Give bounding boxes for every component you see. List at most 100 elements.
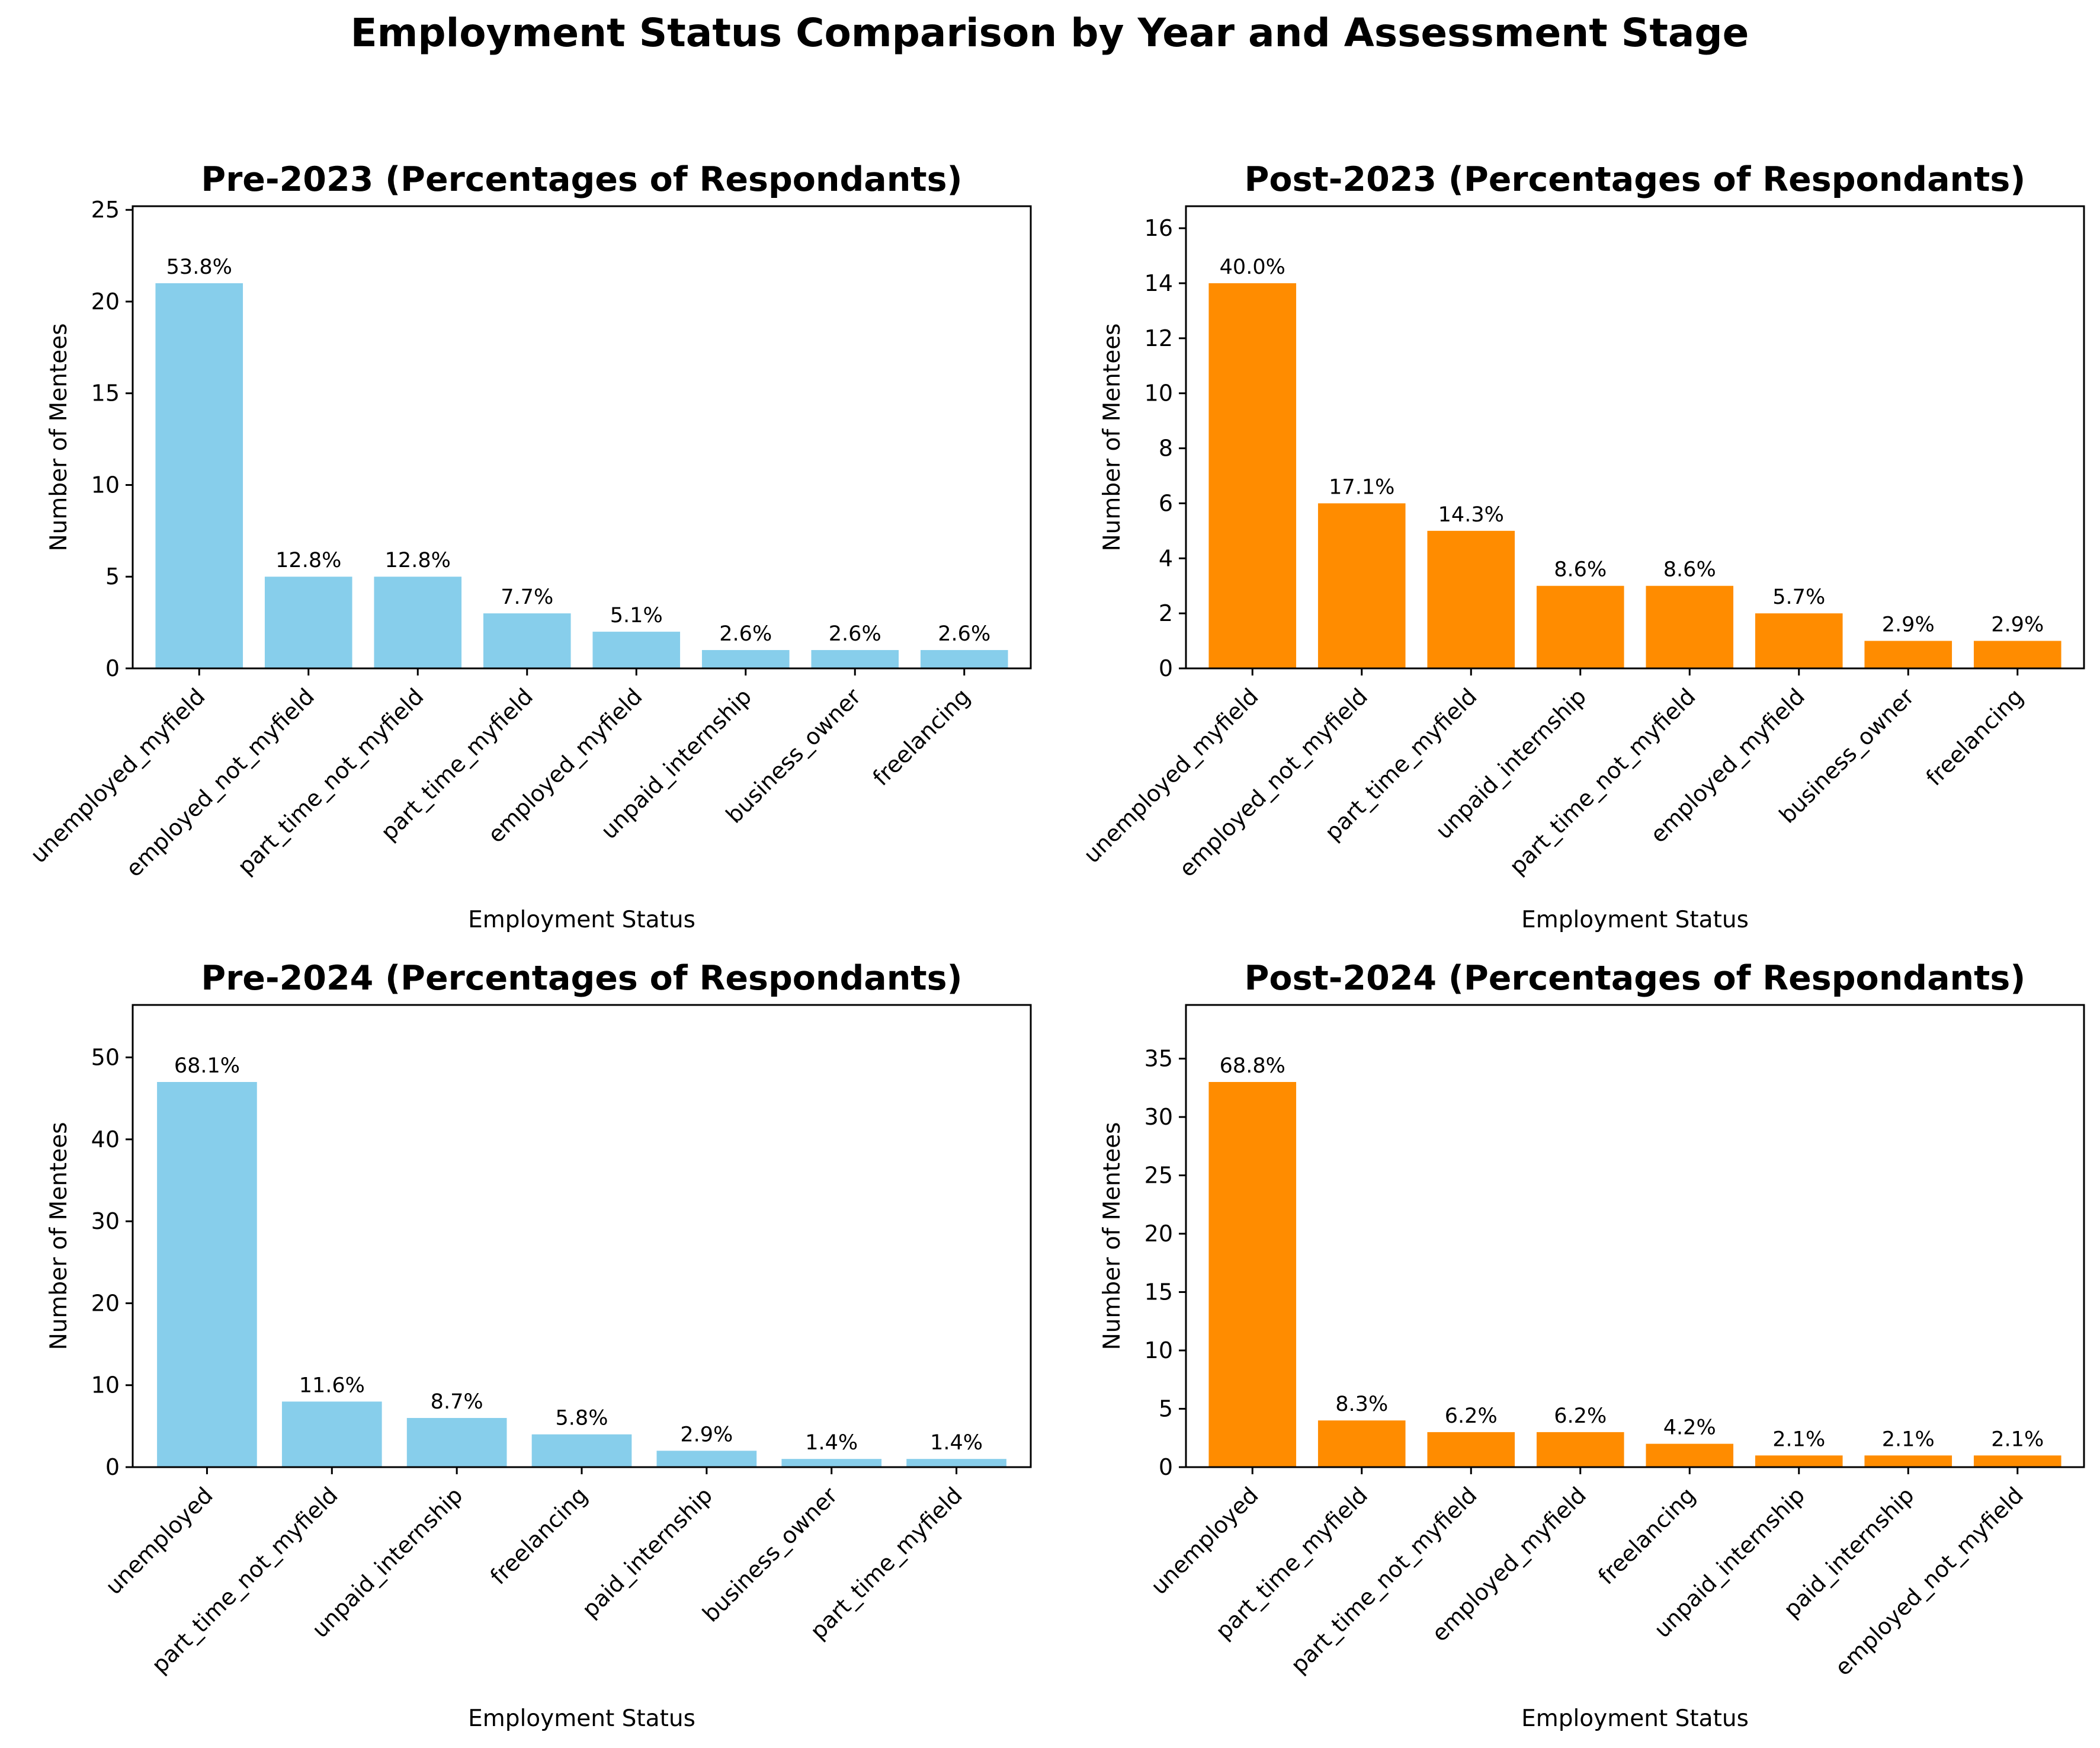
bar bbox=[407, 1418, 507, 1467]
y-tick-label: 10 bbox=[1144, 1337, 1173, 1363]
data-label: 8.6% bbox=[1663, 558, 1716, 582]
data-label: 68.8% bbox=[1220, 1054, 1285, 1078]
data-label: 2.1% bbox=[1772, 1427, 1825, 1451]
data-label: 14.3% bbox=[1438, 503, 1504, 527]
bar bbox=[483, 613, 571, 668]
y-tick-label: 50 bbox=[91, 1045, 120, 1071]
bar bbox=[374, 577, 461, 668]
bar bbox=[1427, 1432, 1515, 1467]
y-tick-label: 10 bbox=[91, 472, 120, 498]
bar bbox=[1864, 641, 1952, 668]
bar bbox=[1864, 1455, 1952, 1467]
data-label: 2.9% bbox=[1991, 613, 2044, 637]
y-tick-label: 20 bbox=[91, 1290, 120, 1316]
y-tick-label: 25 bbox=[1144, 1163, 1173, 1189]
bar bbox=[702, 650, 790, 668]
data-label: 8.3% bbox=[1335, 1392, 1388, 1416]
bar bbox=[921, 650, 1008, 668]
bar bbox=[1755, 1455, 1843, 1467]
data-label: 2.1% bbox=[1882, 1427, 1935, 1451]
data-label: 6.2% bbox=[1554, 1404, 1607, 1428]
data-label: 5.1% bbox=[610, 604, 663, 628]
data-label: 6.2% bbox=[1445, 1404, 1498, 1428]
bar bbox=[1646, 586, 1733, 668]
data-label: 1.4% bbox=[805, 1431, 858, 1455]
panel-title: Post-2023 (Percentages of Respondants) bbox=[1245, 160, 2026, 199]
y-axis-label: Number of Mentees bbox=[1099, 323, 1126, 551]
bar bbox=[1208, 1082, 1296, 1467]
y-tick-label: 25 bbox=[91, 197, 120, 223]
bar bbox=[1318, 503, 1406, 668]
bar bbox=[265, 577, 352, 668]
y-tick-label: 6 bbox=[1159, 490, 1173, 516]
y-axis-label: Number of Mentees bbox=[1099, 1122, 1126, 1350]
data-label: 7.7% bbox=[501, 585, 553, 609]
data-label: 17.1% bbox=[1329, 475, 1394, 499]
y-tick-label: 30 bbox=[1144, 1104, 1173, 1130]
figure-title: Employment Status Comparison by Year and… bbox=[351, 10, 1749, 56]
y-tick-label: 35 bbox=[1144, 1046, 1173, 1072]
x-axis-label: Employment Status bbox=[468, 1705, 695, 1732]
data-label: 12.8% bbox=[385, 549, 451, 572]
x-axis-label: Employment Status bbox=[1521, 907, 1749, 933]
data-label: 2.6% bbox=[719, 622, 772, 646]
data-label: 8.6% bbox=[1554, 558, 1607, 582]
y-tick-label: 15 bbox=[91, 380, 120, 406]
data-label: 40.0% bbox=[1220, 255, 1285, 279]
data-label: 5.8% bbox=[556, 1407, 608, 1430]
y-tick-label: 10 bbox=[1144, 380, 1173, 406]
data-label: 4.2% bbox=[1663, 1416, 1716, 1440]
bar bbox=[592, 632, 680, 668]
bar bbox=[1427, 531, 1515, 668]
data-label: 53.8% bbox=[166, 255, 232, 279]
y-tick-label: 4 bbox=[1159, 545, 1173, 571]
data-label: 2.9% bbox=[1882, 613, 1935, 637]
y-tick-label: 0 bbox=[105, 1454, 120, 1480]
bar bbox=[1646, 1444, 1733, 1467]
y-tick-label: 0 bbox=[1159, 1454, 1173, 1480]
data-label: 2.6% bbox=[829, 622, 881, 646]
bar bbox=[906, 1459, 1006, 1467]
y-tick-label: 20 bbox=[1144, 1221, 1173, 1247]
data-label: 8.7% bbox=[431, 1390, 483, 1414]
data-label: 68.1% bbox=[174, 1054, 240, 1078]
bar bbox=[1537, 1432, 1624, 1467]
x-axis-label: Employment Status bbox=[468, 907, 695, 933]
bar bbox=[1208, 283, 1296, 668]
y-tick-label: 8 bbox=[1159, 436, 1173, 462]
bar bbox=[1537, 586, 1624, 668]
x-axis-label: Employment Status bbox=[1521, 1705, 1749, 1732]
y-tick-label: 20 bbox=[91, 289, 120, 315]
y-tick-label: 40 bbox=[91, 1126, 120, 1152]
y-tick-label: 0 bbox=[1159, 655, 1173, 681]
y-tick-label: 16 bbox=[1144, 215, 1173, 241]
y-tick-label: 10 bbox=[91, 1372, 120, 1398]
bar bbox=[1318, 1420, 1406, 1467]
y-tick-label: 2 bbox=[1159, 600, 1173, 626]
panel-title: Pre-2023 (Percentages of Respondants) bbox=[201, 160, 962, 199]
y-axis-label: Number of Mentees bbox=[46, 1122, 72, 1350]
data-label: 2.9% bbox=[680, 1423, 733, 1446]
bar bbox=[157, 1082, 257, 1467]
y-tick-label: 15 bbox=[1144, 1279, 1173, 1305]
data-label: 1.4% bbox=[930, 1431, 983, 1455]
y-tick-label: 12 bbox=[1144, 325, 1173, 351]
data-label: 12.8% bbox=[275, 549, 341, 572]
bar bbox=[1974, 641, 2061, 668]
bar bbox=[1755, 613, 1843, 668]
data-label: 5.7% bbox=[1772, 585, 1825, 609]
bar bbox=[155, 283, 243, 668]
bar bbox=[1974, 1455, 2061, 1467]
panel-title: Pre-2024 (Percentages of Respondants) bbox=[201, 959, 962, 998]
y-tick-label: 14 bbox=[1144, 270, 1173, 296]
bar bbox=[532, 1435, 632, 1467]
y-axis-label: Number of Mentees bbox=[46, 323, 72, 551]
data-label: 2.6% bbox=[938, 622, 990, 646]
bar bbox=[781, 1459, 881, 1467]
panel-title: Post-2024 (Percentages of Respondants) bbox=[1245, 959, 2026, 998]
data-label: 2.1% bbox=[1991, 1427, 2044, 1451]
bar bbox=[657, 1451, 757, 1467]
y-tick-label: 30 bbox=[91, 1208, 120, 1234]
y-tick-label: 0 bbox=[105, 655, 120, 681]
